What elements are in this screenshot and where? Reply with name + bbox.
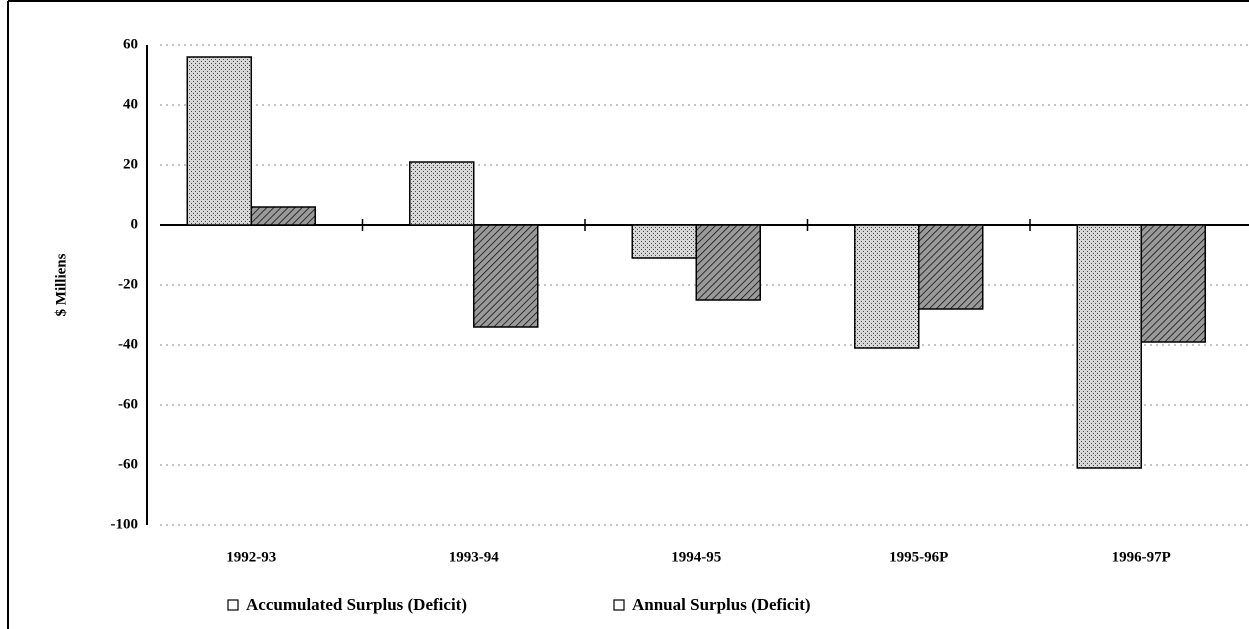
y-tick-label: 20 (123, 156, 138, 172)
bar (854, 224, 920, 349)
bar (473, 224, 539, 328)
x-tick-label: 1993-94 (449, 549, 499, 565)
y-tick-label: -20 (118, 276, 138, 292)
bar (631, 224, 697, 259)
legend-label: Accumulated Surplus (Deficit) (246, 595, 467, 614)
x-tick-label: 1996-97P (1112, 549, 1171, 565)
y-tick-label: -100 (111, 516, 139, 532)
x-tick-label: 1995-96P (889, 549, 948, 565)
bar (1076, 224, 1142, 469)
y-tick-label: -40 (118, 336, 138, 352)
bar (918, 224, 984, 310)
legend-marker (613, 599, 625, 611)
y-tick-label: -60 (118, 456, 138, 472)
bar (186, 56, 252, 226)
y-axis-label: $ Milliens (53, 253, 69, 316)
x-tick-label: 1994-95 (671, 549, 721, 565)
bar (409, 161, 475, 226)
y-tick-label: 40 (123, 96, 138, 112)
y-tick-label: -60 (118, 396, 138, 412)
bar (250, 206, 316, 226)
x-tick-label: 1992-93 (226, 549, 276, 565)
y-tick-label: 60 (123, 36, 138, 52)
bar (1140, 224, 1206, 343)
legend-label: Annual Surplus (Deficit) (632, 595, 811, 614)
bar (695, 224, 761, 301)
legend-marker (227, 599, 239, 611)
y-tick-label: 0 (131, 216, 139, 232)
